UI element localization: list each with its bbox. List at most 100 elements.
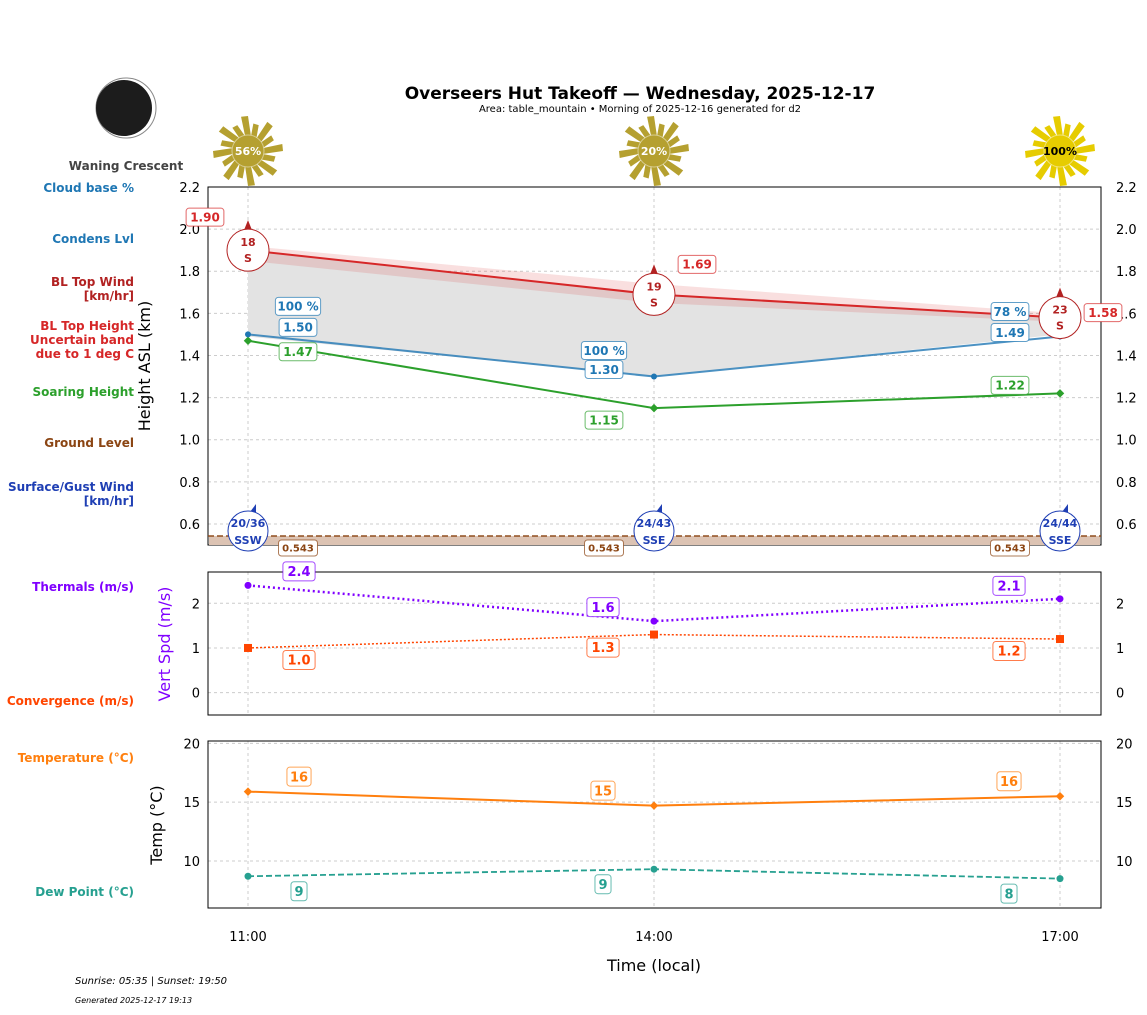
ground-label-box <box>278 539 318 557</box>
y-tick-label: 1.4 <box>179 349 200 364</box>
y-tick-label: 1.8 <box>179 265 200 280</box>
dew-point-label-box <box>290 881 308 902</box>
dew-point-point <box>1056 875 1064 883</box>
dew-point-label: 9 <box>294 885 303 900</box>
bl-wind-speed: 23 <box>1052 304 1067 317</box>
condens-label-box <box>584 360 624 380</box>
wind-arrow-icon <box>250 504 256 512</box>
thermal-label: 2.1 <box>997 579 1020 594</box>
y-tick-label: 2.0 <box>179 223 200 238</box>
side-label: Uncertain band <box>30 333 134 347</box>
y-tick-label: 20 <box>183 737 200 752</box>
sun-cover-label: 100% <box>1043 145 1077 158</box>
temperature-label-box <box>996 771 1022 792</box>
ground-label: 0.543 <box>282 544 314 555</box>
convergence-line <box>247 633 1061 649</box>
side-label: Condens Lvl <box>52 232 134 246</box>
y-tick-label-right: 1.0 <box>1116 434 1137 449</box>
thermal-label-box <box>992 575 1026 596</box>
condens-point <box>651 373 657 380</box>
dew-point-label: 8 <box>1004 887 1013 902</box>
x-tick-label: 14:00 <box>635 930 672 945</box>
temperature-label: 16 <box>290 770 308 785</box>
y-tick-label-right: 10 <box>1116 855 1133 870</box>
side-label: BL Top Height <box>40 319 134 333</box>
thermal-label: 2.4 <box>287 565 310 580</box>
bl-wind-dir: S <box>1056 320 1064 333</box>
convergence-label-box <box>282 649 316 670</box>
chart-subtitle: Area: table_mountain • Morning of 2025-1… <box>479 104 801 115</box>
cloud-pct-label-box <box>580 341 628 361</box>
condens-label-box <box>990 323 1030 343</box>
axes-frame <box>207 740 1102 909</box>
cloud-pct-label: 78 % <box>994 305 1027 319</box>
condens-label-box <box>278 317 318 337</box>
dew-point-label-box <box>1000 883 1018 904</box>
temperature-label: 15 <box>594 784 612 799</box>
surface-wind-dir: SSE <box>643 534 666 547</box>
y-tick-label: 1.0 <box>179 434 200 449</box>
thermal-label: 1.6 <box>591 601 614 616</box>
dew-point-point <box>244 872 252 880</box>
temperature-point <box>649 801 659 810</box>
y-tick-label-right: 0 <box>1116 687 1124 702</box>
condens-label: 1.30 <box>589 363 619 377</box>
x-tick-label: 17:00 <box>1041 930 1078 945</box>
convergence-label-box <box>992 641 1026 662</box>
convergence-point <box>650 630 658 639</box>
y-tick-label-right: 1.2 <box>1116 392 1137 407</box>
temperature-label-box <box>286 766 312 787</box>
sun-disc <box>1043 134 1077 168</box>
soaring-label-box <box>990 375 1030 395</box>
thermal-line <box>247 584 1061 623</box>
surface-wind-dir: SSW <box>234 534 261 547</box>
condens-label: 1.50 <box>283 321 313 335</box>
convergence-label: 1.2 <box>997 645 1020 660</box>
bl-wind-speed: 18 <box>240 236 255 249</box>
sun-disc <box>637 134 671 168</box>
side-label: Soaring Height <box>33 385 135 399</box>
bl-wind-barb <box>1038 296 1082 340</box>
soaring-label: 1.22 <box>995 379 1025 393</box>
convergence-point <box>244 643 252 652</box>
side-label: Convergence (m/s) <box>7 694 134 708</box>
side-label: [km/hr] <box>84 289 134 303</box>
convergence-label: 1.3 <box>591 641 614 656</box>
wind-arrow-icon <box>656 504 662 512</box>
y-tick-label: 15 <box>183 796 200 811</box>
y-tick-label-right: 0.6 <box>1116 518 1137 533</box>
soaring-point <box>1055 389 1065 398</box>
surface-wind-speed: 20/36 <box>231 517 266 530</box>
bl-top-label: 1.90 <box>190 210 220 224</box>
surface-wind-speed: 24/43 <box>637 517 672 530</box>
y-tick-label-right: 0.8 <box>1116 476 1137 491</box>
ground-label: 0.543 <box>994 544 1026 555</box>
y-tick-label-right: 2.2 <box>1116 181 1137 196</box>
bl-top-label: 1.69 <box>682 258 712 272</box>
wind-arrow-icon <box>650 264 658 275</box>
bl-top-label-box <box>1083 303 1123 323</box>
wind-arrow-icon <box>1062 504 1068 512</box>
y-axis-label: Vert Spd (m/s) <box>155 587 174 702</box>
side-label: [km/hr] <box>84 494 134 508</box>
y-axis-label: Temp (°C) <box>147 785 166 865</box>
temperature-point <box>243 787 253 796</box>
moon-phase: Waning Crescent <box>69 159 184 173</box>
y-tick-label: 1 <box>192 642 200 657</box>
sun-cover-label: 56% <box>235 145 261 158</box>
dew-point-label-box <box>594 874 612 895</box>
ground-label: 0.543 <box>588 544 620 555</box>
y-tick-label: 0.6 <box>179 518 200 533</box>
sun-times: Sunrise: 05:35 | Sunset: 19:50 <box>75 976 227 987</box>
y-axis-label: Height ASL (km) <box>135 301 154 431</box>
soaring-label: 1.15 <box>589 413 619 427</box>
cloud-pct-label: 100 % <box>277 300 318 314</box>
sun-disc <box>231 134 265 168</box>
generated-time: Generated 2025-12-17 19:13 <box>75 996 192 1005</box>
dew-point-point <box>650 865 658 873</box>
y-tick-label-right: 2 <box>1116 597 1124 612</box>
surface-wind-barb <box>1039 510 1081 552</box>
y-tick-label-right: 1.8 <box>1116 265 1137 280</box>
